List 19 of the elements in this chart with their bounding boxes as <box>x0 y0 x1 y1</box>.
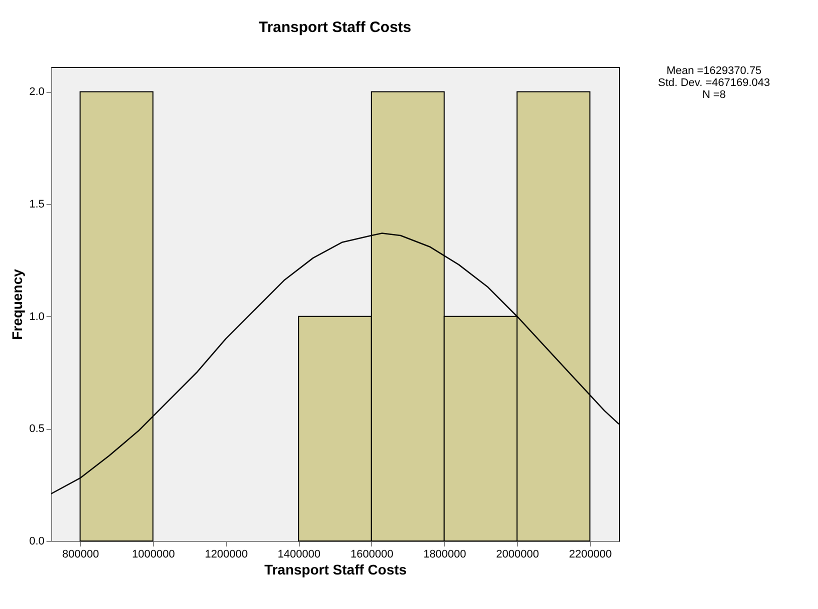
x-tick-label: 1800000 <box>423 548 466 560</box>
text: N =8 <box>702 89 726 101</box>
x-tick-label: 2200000 <box>568 548 612 560</box>
chart-title: Transport Staff Costs <box>258 19 412 36</box>
x-tick-label: 800000 <box>62 548 99 560</box>
y-tick-label: 0.0 <box>29 536 44 548</box>
text: Std. Dev. =467169.043 <box>658 77 770 89</box>
y-tick-label: 0.5 <box>29 423 44 436</box>
x-tick-label: 1600000 <box>350 548 394 560</box>
x-axis-title: Transport Staff Costs <box>264 562 407 578</box>
x-tick-label: 1200000 <box>204 548 248 560</box>
y-tick-label: 1.5 <box>29 198 44 211</box>
text: Mean =1629370.75 <box>666 65 762 77</box>
y-tick-label: 2.0 <box>29 86 44 98</box>
y-axis-title: Frequency <box>9 268 26 340</box>
y-tick-label: 1.0 <box>29 310 44 323</box>
x-tick-label: 1000000 <box>132 548 175 560</box>
x-tick-label: 1400000 <box>278 548 321 560</box>
x-tick-label: 2000000 <box>496 548 539 560</box>
